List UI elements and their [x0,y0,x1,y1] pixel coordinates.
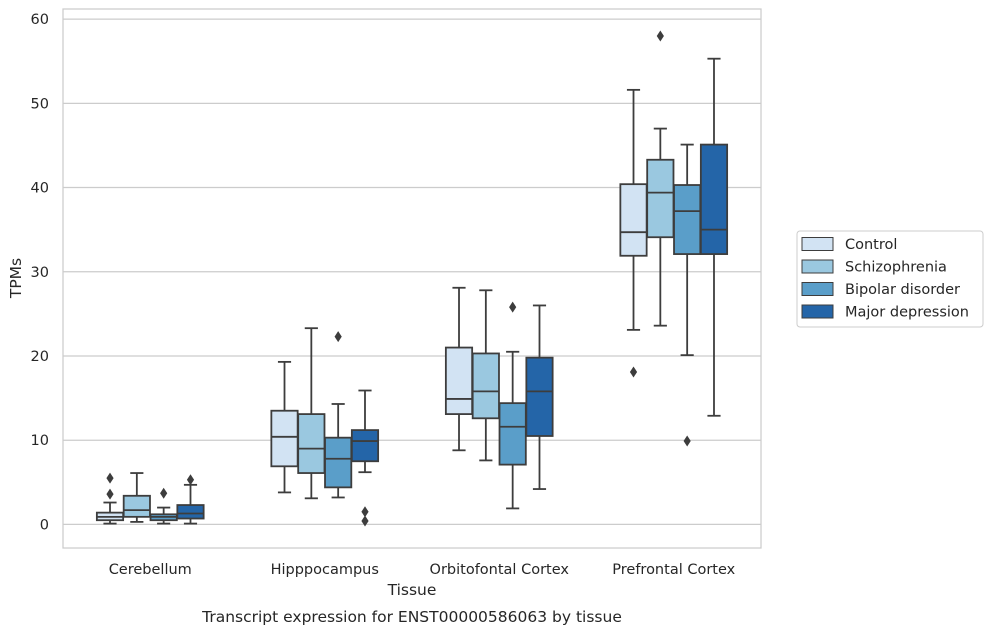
legend-swatch [801,237,834,251]
box [122,494,151,518]
box [324,436,353,489]
box-group [122,472,151,523]
legend-swatch [801,282,834,296]
legend-swatch [801,304,834,319]
outlier-point [683,435,691,447]
box [176,504,205,520]
box-group [297,327,326,500]
box [471,352,500,420]
y-tick-label: 60 [31,12,49,28]
plot-frame [62,8,762,549]
box-group [699,57,729,417]
box-group [324,331,353,499]
legend-swatch [801,259,834,274]
outlier-point [106,472,114,484]
box-group [619,88,648,378]
x-tick-labels: Cerebellum Hipppocampus Orbitofontal Corte… [109,562,736,578]
x-tick-label: Prefrontal Cortex [612,562,735,578]
outlier-point [160,487,168,499]
x-axis-label: Tissue [387,581,437,599]
box [525,356,554,437]
box-group [149,487,178,525]
y-tick-labels: 0 10 20 30 40 50 60 [31,12,49,533]
box-group [350,389,380,527]
box [270,409,299,468]
y-tick-label: 20 [31,349,49,365]
legend-label: Major depression [845,305,969,321]
box [619,183,648,257]
box [297,413,326,474]
box [444,346,474,415]
outlier-point [334,331,342,343]
box-group [498,301,527,510]
outlier-point [186,474,195,486]
box-series [95,30,729,527]
y-tick-label: 50 [31,96,49,112]
gridlines [63,18,761,526]
box [646,158,675,239]
outlier-point [509,301,517,313]
box-group [646,30,675,327]
legend-label: Control [845,237,897,253]
x-tick-label: Hipppocampus [271,562,379,578]
y-axis-label: TPMs [7,258,25,299]
y-tick-label: 0 [40,517,49,533]
box-group [270,360,299,494]
x-tick-label: Orbitofontal Cortex [430,562,570,578]
outlier-point [361,515,369,527]
box-group [525,304,554,490]
x-tick-label: Cerebellum [109,562,192,578]
outlier-point [361,506,369,518]
box [350,429,380,463]
y-tick-label: 10 [31,433,49,449]
legend-label: Schizophrenia [845,260,947,276]
outlier-point [656,30,664,42]
box [673,184,702,255]
box-group [176,474,205,525]
figure-caption: Transcript expression for ENST0000058606… [201,608,622,626]
legend-label: Bipolar disorder [845,282,960,298]
y-tick-label: 40 [31,181,49,197]
box-group [471,289,500,462]
y-tick-label: 30 [31,265,49,281]
plot-area-background [63,9,761,548]
legend-frame [796,230,984,328]
box [498,402,527,466]
legend: Control Schizophrenia Bipolar disorder Majo… [796,230,984,328]
box [699,143,729,255]
outlier-point [106,488,114,500]
outlier-point [629,366,638,378]
